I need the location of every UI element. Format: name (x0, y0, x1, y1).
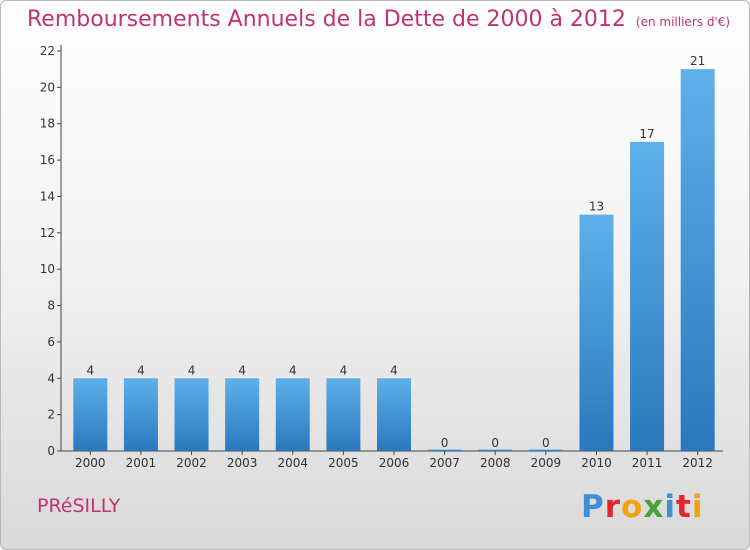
bar-value-label: 0 (491, 436, 499, 450)
bar (630, 141, 665, 451)
x-tick-label: 2012 (682, 456, 713, 470)
bar (225, 378, 260, 451)
bar (123, 378, 158, 451)
logo-letter: i (664, 489, 676, 525)
y-tick-label: 22 (40, 44, 55, 58)
bar-value-label: 0 (542, 436, 550, 450)
x-tick-label: 2000 (75, 456, 106, 470)
logo-letter: r (604, 489, 622, 525)
bar (377, 378, 411, 451)
commune-name: PRéSILLY (37, 495, 121, 517)
bar-value-label: 17 (639, 127, 654, 141)
bar (579, 214, 614, 451)
y-tick-label: 14 (40, 189, 55, 203)
logo-letter: P (581, 489, 605, 525)
x-tick-label: 2011 (632, 456, 663, 470)
bar (73, 378, 108, 451)
bar (326, 378, 361, 451)
x-tick-label: 2008 (480, 456, 511, 470)
y-tick-label: 16 (40, 153, 55, 167)
logo-letter: x (643, 489, 665, 525)
y-tick-label: 2 (47, 408, 55, 422)
x-tick-label: 2003 (227, 456, 258, 470)
proxiti-logo: Proxiti (581, 489, 703, 525)
bar (680, 69, 715, 451)
bar-value-label: 4 (188, 363, 196, 377)
bar (478, 449, 513, 451)
y-tick-label: 8 (47, 299, 55, 313)
bar-value-label: 4 (137, 363, 145, 377)
chart-title-text: Remboursements Annuels de la Dette de 20… (27, 7, 626, 32)
logo-letter: o (621, 489, 644, 525)
x-tick-label: 2004 (277, 456, 308, 470)
bar-value-label: 4 (289, 363, 297, 377)
bar-value-label: 4 (390, 363, 398, 377)
y-tick-label: 20 (40, 80, 55, 94)
chart-subtitle: (en milliers d'€) (635, 15, 731, 29)
bar-value-label: 4 (238, 363, 246, 377)
chart-title: Remboursements Annuels de la Dette de 20… (27, 7, 730, 32)
logo-letter: t (675, 489, 692, 525)
y-tick-label: 10 (40, 262, 55, 276)
y-tick-label: 6 (47, 335, 55, 349)
bar (174, 378, 209, 451)
x-tick-label: 2001 (126, 456, 157, 470)
y-tick-label: 12 (40, 226, 55, 240)
bar-value-label: 0 (441, 436, 449, 450)
y-tick-label: 18 (40, 117, 55, 131)
x-tick-label: 2002 (176, 456, 207, 470)
y-tick-label: 0 (47, 444, 55, 458)
y-tick-label: 4 (47, 371, 55, 385)
bar-value-label: 21 (690, 54, 705, 68)
bar (427, 449, 462, 451)
bar (528, 449, 563, 451)
logo-letter: i (691, 489, 704, 525)
bar-value-label: 4 (340, 363, 348, 377)
x-tick-label: 2006 (379, 456, 410, 470)
bar-value-label: 13 (589, 200, 604, 214)
x-tick-label: 2009 (531, 456, 562, 470)
bar-value-label: 4 (86, 363, 94, 377)
x-tick-label: 2010 (581, 456, 612, 470)
bar (275, 378, 310, 451)
x-tick-label: 2005 (328, 456, 359, 470)
x-tick-label: 2007 (429, 456, 460, 470)
